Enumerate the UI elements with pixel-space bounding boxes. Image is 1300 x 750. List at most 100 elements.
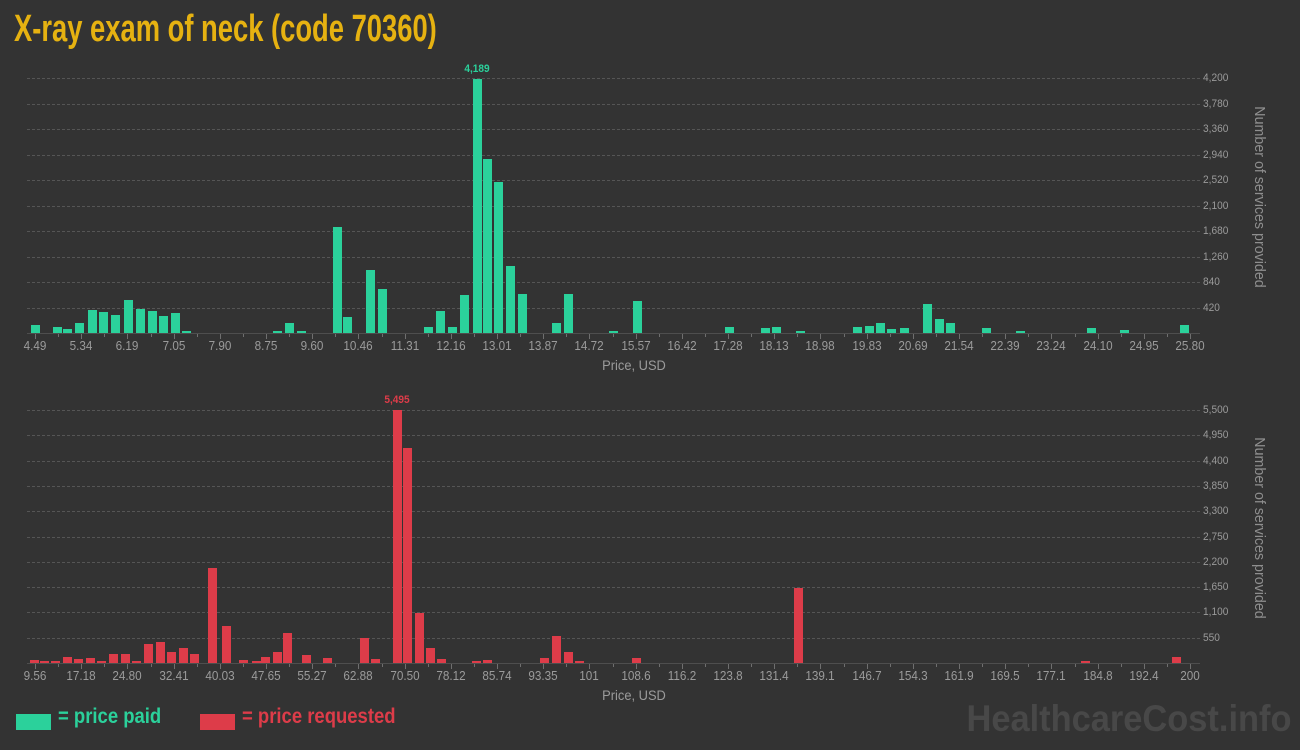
bar[interactable] xyxy=(402,447,412,663)
bar[interactable] xyxy=(63,329,73,333)
tick-mark xyxy=(58,664,60,667)
bar[interactable] xyxy=(852,327,862,333)
bar[interactable] xyxy=(609,331,619,333)
bar[interactable] xyxy=(51,661,61,663)
bar[interactable] xyxy=(437,658,447,663)
bar[interactable] xyxy=(518,294,528,333)
bar[interactable] xyxy=(135,309,145,333)
bar[interactable] xyxy=(392,410,402,663)
bar[interactable] xyxy=(207,567,217,663)
bar[interactable] xyxy=(370,658,380,663)
tick-mark xyxy=(104,334,106,337)
bar[interactable] xyxy=(297,330,307,333)
bar[interactable] xyxy=(864,326,874,333)
bar[interactable] xyxy=(1016,331,1026,333)
bar[interactable] xyxy=(108,654,118,663)
bar[interactable] xyxy=(494,181,504,333)
bar[interactable] xyxy=(981,327,991,333)
tick-mark xyxy=(427,664,429,667)
bar[interactable] xyxy=(794,587,804,663)
bar[interactable] xyxy=(147,310,157,333)
bar[interactable] xyxy=(887,329,897,333)
bar[interactable] xyxy=(760,327,770,333)
bar[interactable] xyxy=(552,635,562,663)
bar[interactable] xyxy=(272,331,282,333)
bar[interactable] xyxy=(632,300,642,333)
bar[interactable] xyxy=(179,648,189,663)
bar[interactable] xyxy=(239,660,249,663)
bar[interactable] xyxy=(97,661,107,663)
bar[interactable] xyxy=(899,327,909,333)
bar[interactable] xyxy=(365,269,375,333)
bar[interactable] xyxy=(343,316,353,333)
bar[interactable] xyxy=(795,330,805,333)
bar[interactable] xyxy=(30,325,40,333)
bar[interactable] xyxy=(182,330,192,333)
bar[interactable] xyxy=(85,657,95,663)
tick-mark xyxy=(658,664,660,667)
bar[interactable] xyxy=(251,660,261,663)
bar[interactable] xyxy=(155,642,165,663)
bar[interactable] xyxy=(143,644,153,663)
bar[interactable] xyxy=(540,658,550,663)
bar[interactable] xyxy=(1080,661,1090,663)
bar[interactable] xyxy=(167,651,177,663)
bar[interactable] xyxy=(923,303,933,333)
bar[interactable] xyxy=(482,659,492,663)
bar[interactable] xyxy=(414,613,424,663)
bar[interactable] xyxy=(564,294,574,333)
bar[interactable] xyxy=(551,322,561,333)
bar[interactable] xyxy=(725,327,735,333)
y-tick-label: 4,950 xyxy=(1203,429,1229,442)
bar[interactable] xyxy=(564,652,574,663)
bar[interactable] xyxy=(87,309,97,333)
bar[interactable] xyxy=(448,327,458,333)
bar[interactable] xyxy=(323,657,333,663)
bar[interactable] xyxy=(471,661,481,663)
bar[interactable] xyxy=(360,637,370,663)
bar[interactable] xyxy=(120,654,130,663)
bar[interactable] xyxy=(284,322,294,333)
bar[interactable] xyxy=(575,660,585,663)
bar[interactable] xyxy=(483,158,493,333)
bar[interactable] xyxy=(876,322,886,333)
bar[interactable] xyxy=(772,326,782,333)
bar[interactable] xyxy=(1086,327,1096,333)
bar[interactable] xyxy=(170,312,180,333)
bar[interactable] xyxy=(40,661,50,663)
bar[interactable] xyxy=(632,658,642,663)
bar[interactable] xyxy=(1172,657,1182,663)
bar[interactable] xyxy=(111,314,121,333)
bar[interactable] xyxy=(74,658,84,663)
bar[interactable] xyxy=(123,299,133,333)
bar[interactable] xyxy=(260,657,270,663)
bar[interactable] xyxy=(506,266,516,333)
tick-mark xyxy=(173,664,175,669)
bar[interactable] xyxy=(222,625,232,663)
bar[interactable] xyxy=(460,295,470,333)
x-tick-label: 146.7 xyxy=(851,668,882,683)
bar[interactable] xyxy=(99,311,109,333)
bar[interactable] xyxy=(332,226,342,333)
bar[interactable] xyxy=(159,316,169,333)
bar[interactable] xyxy=(132,661,142,663)
bar[interactable] xyxy=(377,289,387,333)
bar[interactable] xyxy=(75,322,85,333)
bar[interactable] xyxy=(934,319,944,333)
bar[interactable] xyxy=(436,311,446,333)
gridline xyxy=(27,561,1200,563)
bar[interactable] xyxy=(1179,324,1189,333)
bar[interactable] xyxy=(1119,329,1129,333)
bar[interactable] xyxy=(301,654,311,663)
gridline xyxy=(27,282,1200,283)
bar[interactable] xyxy=(425,648,435,663)
bar[interactable] xyxy=(946,322,956,333)
bar[interactable] xyxy=(423,327,433,333)
bar[interactable] xyxy=(30,660,40,663)
bar[interactable] xyxy=(272,652,282,663)
bar[interactable] xyxy=(190,654,200,663)
bar[interactable] xyxy=(63,657,73,663)
bar[interactable] xyxy=(283,632,293,663)
bar[interactable] xyxy=(52,326,62,333)
bar[interactable] xyxy=(472,78,482,333)
